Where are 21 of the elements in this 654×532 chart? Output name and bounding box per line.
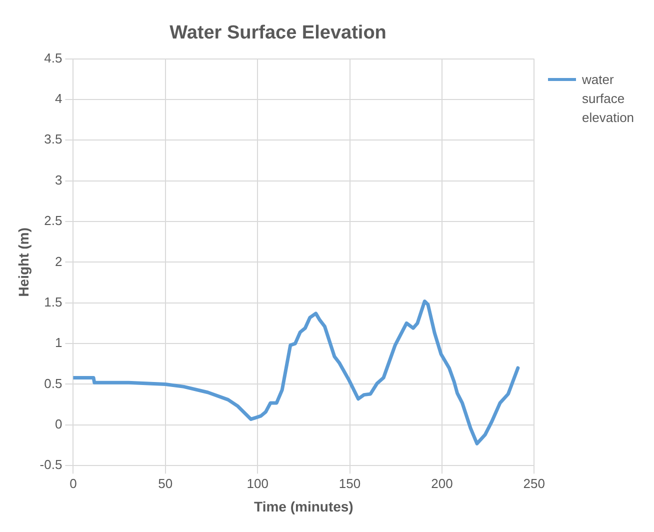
x-tick-label: 200 (431, 476, 453, 491)
x-tick-label: 250 (523, 476, 546, 491)
x-tick-label: 100 (246, 476, 268, 491)
y-tick-label: -0.5 (40, 457, 62, 472)
y-tick-label: 1 (54, 335, 62, 350)
x-tick-label: 0 (70, 476, 77, 491)
y-tick-label: 2 (54, 254, 62, 269)
y-tick-label: 0.5 (44, 376, 62, 391)
y-axis-title: Height (m) (15, 228, 32, 297)
x-tick-label: 150 (338, 476, 361, 491)
y-tick-label: 2.5 (44, 213, 62, 228)
y-tick-label: 3.5 (44, 132, 62, 147)
y-tick-label: 4.5 (44, 50, 62, 66)
x-axis-title: Time (minutes) (254, 498, 354, 514)
y-tick-label: 1.5 (44, 294, 62, 310)
y-tick-label: 0 (54, 416, 62, 432)
y-tick-label: 3 (54, 172, 62, 188)
legend-label: water surface elevation (582, 71, 636, 127)
y-tick-label: 4 (54, 91, 62, 106)
x-tick-label: 50 (158, 476, 173, 491)
chart-title: Water Surface Elevation (170, 22, 386, 44)
